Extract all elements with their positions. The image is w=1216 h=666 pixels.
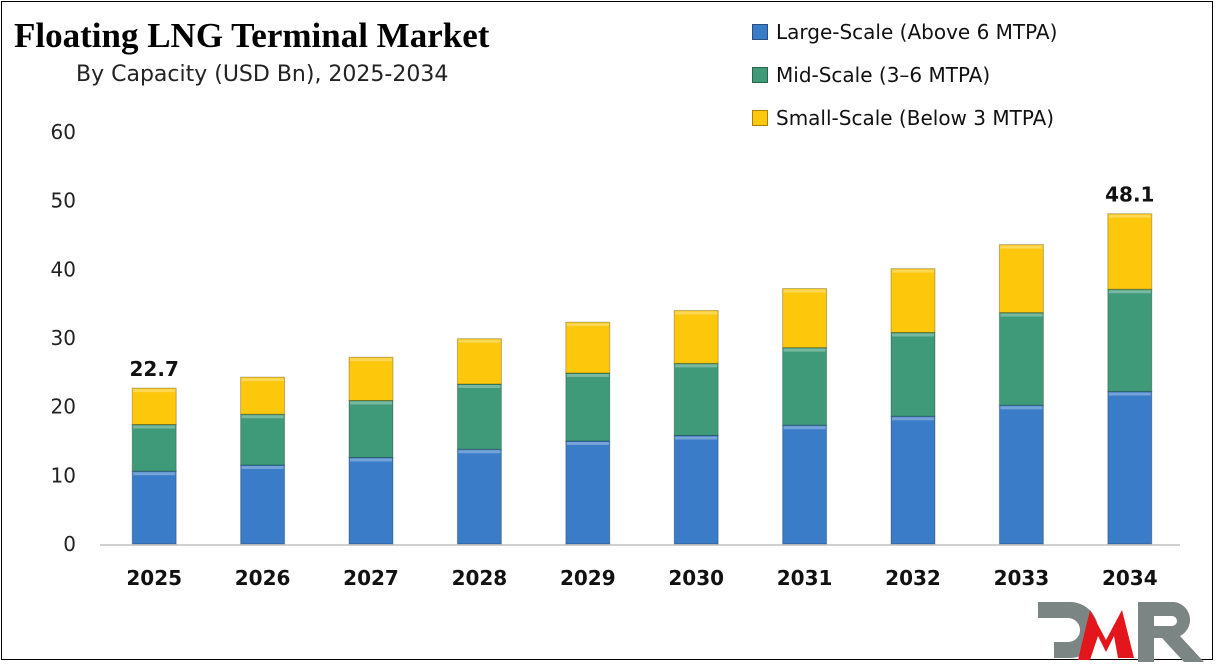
- bar-bevel: [566, 442, 609, 445]
- legend: Large-Scale (Above 6 MTPA) Mid-Scale (3–…: [752, 10, 1057, 139]
- x-tick-label: 2025: [126, 566, 182, 590]
- bar-bevel: [1000, 406, 1043, 410]
- bar-bevel: [675, 311, 718, 315]
- bar-bevel: [133, 389, 176, 393]
- bar-segment: [673, 362, 719, 437]
- bar-segment: [348, 456, 394, 545]
- bar-bevel: [458, 385, 501, 389]
- bar-bevel: [133, 425, 176, 429]
- bar-bevel: [241, 415, 284, 419]
- legend-swatch: [752, 109, 768, 126]
- bar-segment: [240, 413, 286, 466]
- legend-item-mid: Mid-Scale (3–6 MTPA): [752, 53, 1057, 96]
- bar-bevel: [892, 333, 934, 337]
- bar-segment: [240, 464, 286, 545]
- legend-swatch: [752, 23, 768, 40]
- data-label: 48.1: [1105, 183, 1154, 207]
- dmr-logo: [1038, 602, 1204, 662]
- bar-bevel: [566, 323, 609, 327]
- bar-segment: [890, 332, 936, 417]
- y-tick-label: 60: [51, 120, 76, 144]
- bar-bevel: [1000, 313, 1043, 317]
- y-tick-label: 40: [51, 257, 76, 281]
- bar-bevel: [350, 458, 392, 462]
- data-label: 22.7: [130, 357, 179, 381]
- y-tick-label: 50: [51, 189, 76, 213]
- bar-segment: [456, 338, 502, 385]
- x-tick-label: 2032: [885, 566, 941, 590]
- bar-segment: [240, 376, 286, 415]
- chart-subtitle: By Capacity (USD Bn), 2025-2034: [76, 62, 449, 87]
- bar-bevel: [1000, 245, 1043, 249]
- bar-segment: [348, 356, 394, 401]
- bar-bevel: [1108, 392, 1151, 396]
- bar-segment: [782, 347, 828, 426]
- bar-bevel: [1108, 290, 1151, 294]
- chart-title: Floating LNG Terminal Market: [14, 16, 490, 55]
- bar-bevel: [783, 426, 826, 430]
- bar-segment: [131, 470, 177, 545]
- bar-segment: [565, 372, 611, 442]
- bar-segment: [890, 268, 936, 334]
- x-tick-label: 2027: [343, 566, 399, 590]
- bar-bevel: [350, 358, 392, 362]
- legend-swatch: [752, 66, 768, 83]
- bar-bevel: [892, 269, 934, 273]
- bar-segment: [131, 424, 177, 472]
- bar-segment: [998, 244, 1044, 314]
- bar-bevel: [675, 436, 718, 440]
- bar-segment: [673, 310, 719, 364]
- bar-segment: [565, 440, 611, 545]
- bar-bevel: [566, 374, 609, 378]
- bar-segment: [1107, 288, 1153, 393]
- bar-bevel: [458, 339, 501, 343]
- bar-segment: [673, 435, 719, 545]
- bar-segment: [131, 387, 177, 426]
- bar-bevel: [241, 466, 284, 470]
- y-tick-label: 0: [63, 532, 76, 556]
- bar-bevel: [892, 417, 934, 421]
- legend-item-small: Small-Scale (Below 3 MTPA): [752, 96, 1057, 139]
- bar-segment: [456, 383, 502, 450]
- bar-bevel: [783, 348, 826, 352]
- x-tick-label: 2030: [668, 566, 724, 590]
- bar-segment: [1107, 391, 1153, 545]
- legend-item-large: Large-Scale (Above 6 MTPA): [752, 10, 1057, 53]
- bar-segment: [348, 399, 394, 458]
- bar-bevel: [783, 289, 826, 293]
- bar-segment: [998, 404, 1044, 545]
- y-tick-label: 30: [51, 326, 76, 350]
- x-tick-label: 2026: [235, 566, 291, 590]
- bar-segment: [456, 448, 502, 545]
- x-tick-label: 2029: [560, 566, 616, 590]
- bar-segment: [782, 288, 828, 349]
- x-tick-label: 2033: [994, 566, 1050, 590]
- bar-bevel: [241, 378, 284, 382]
- y-tick-label: 10: [51, 463, 76, 487]
- bar-segment: [782, 424, 828, 545]
- bar-bevel: [675, 364, 718, 368]
- bar-segment: [998, 312, 1044, 406]
- x-tick-label: 2028: [452, 566, 508, 590]
- bar-segment: [565, 321, 611, 374]
- y-tick-label: 20: [51, 395, 76, 419]
- bar-segment: [890, 415, 936, 545]
- bar-segment: [1107, 213, 1153, 290]
- x-tick-label: 2031: [777, 566, 833, 590]
- bar-bevel: [1108, 214, 1151, 218]
- bar-bevel: [133, 472, 176, 476]
- bar-bevel: [350, 401, 392, 405]
- bar-bevel: [458, 450, 501, 454]
- x-tick-label: 2034: [1102, 566, 1158, 590]
